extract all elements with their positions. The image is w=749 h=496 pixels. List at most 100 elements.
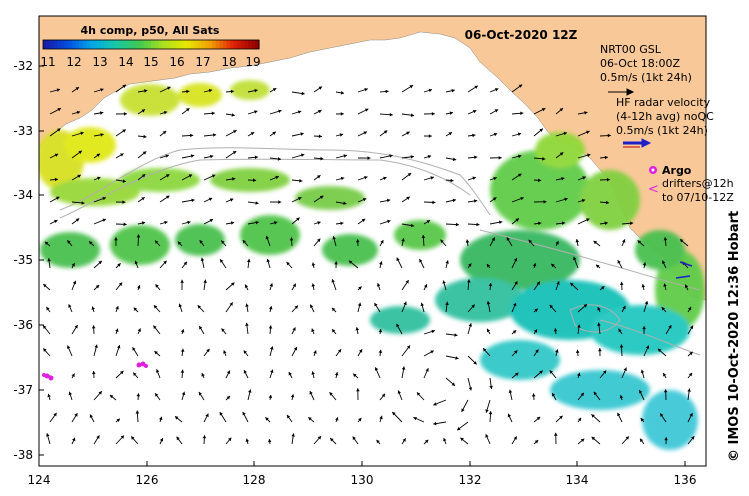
velocity-arrow-head <box>155 393 159 397</box>
velocity-arrow-head <box>91 325 96 329</box>
x-tick-label: 130 <box>351 473 374 487</box>
velocity-arrow-head <box>561 221 566 225</box>
colorbar-label: 12 <box>66 55 81 69</box>
velocity-arrow-head <box>396 323 400 328</box>
velocity-arrow-head <box>298 197 302 201</box>
velocity-arrow-head <box>95 285 100 289</box>
velocity-arrow-head <box>452 198 456 203</box>
colorbar-swatches <box>43 40 260 49</box>
velocity-arrow-head <box>74 325 78 329</box>
velocity-arrow-head <box>353 373 357 378</box>
velocity-arrow-head <box>230 89 234 94</box>
velocity-arrow-head <box>208 197 213 201</box>
velocity-arrow-head <box>359 349 363 353</box>
velocity-arrow-head <box>486 301 491 305</box>
velocity-arrow-head <box>410 223 415 228</box>
velocity-arrow-head <box>622 239 626 243</box>
velocity-arrow-head <box>190 154 195 158</box>
velocity-arrow-head <box>165 154 169 158</box>
velocity-arrow-head <box>164 220 168 225</box>
velocity-arrow-head <box>180 329 185 333</box>
velocity-arrow-head <box>187 220 191 225</box>
velocity-arrow-head <box>468 323 472 327</box>
velocity-arrow-head <box>71 263 75 267</box>
velocity-arrow-head <box>320 156 324 161</box>
velocity-arrow-head <box>178 303 182 308</box>
colorbar-swatch <box>237 40 242 49</box>
velocity-arrow-head <box>680 239 684 243</box>
velocity-arrow-head <box>317 175 321 179</box>
velocity-arrow-head <box>292 327 296 331</box>
velocity-arrow-head <box>660 413 664 417</box>
velocity-arrow-head <box>688 372 693 377</box>
velocity-arrow-head <box>329 392 333 396</box>
velocity-arrow-head <box>123 222 127 227</box>
velocity-arrow-head <box>188 174 193 178</box>
velocity-arrow-head <box>564 197 568 202</box>
velocity-arrow-head <box>619 395 624 399</box>
velocity-arrow-head <box>473 361 477 365</box>
velocity-arrow-head <box>554 432 558 436</box>
velocity-arrow-head <box>299 179 303 183</box>
legend-gsl-line2: 06-Oct 18:00Z <box>600 57 680 70</box>
velocity-arrow-head <box>543 200 547 204</box>
velocity-arrow-head <box>300 132 304 136</box>
velocity-arrow-head <box>640 369 645 373</box>
velocity-arrow-head <box>120 435 124 439</box>
velocity-arrow-head <box>136 393 141 397</box>
velocity-arrow-head <box>541 108 546 112</box>
legend-drifters-line1: drifters@12h <box>662 177 734 190</box>
velocity-arrow-head <box>231 282 235 286</box>
velocity-arrow-head <box>211 174 216 178</box>
velocity-arrow-head <box>269 306 273 310</box>
velocity-arrow-head <box>286 262 290 266</box>
colorbar-swatch <box>115 40 120 49</box>
velocity-arrow-head <box>232 151 237 155</box>
velocity-arrow-head <box>491 237 495 241</box>
velocity-arrow-head <box>586 130 590 134</box>
colorbar-swatch <box>226 40 231 49</box>
velocity-arrow-head <box>80 131 84 136</box>
velocity-arrow-head <box>72 280 77 285</box>
velocity-arrow-head <box>376 439 380 444</box>
legend: NRT00 GSL 06-Oct 18:00Z 0.5m/s (1kt 24h)… <box>600 43 734 204</box>
velocity-arrow-head <box>580 438 585 442</box>
velocity-arrow-head <box>131 436 135 440</box>
velocity-arrow-head <box>180 279 184 283</box>
hf-radar-arrows <box>675 261 693 279</box>
velocity-arrow-head <box>343 154 347 158</box>
legend-hf-line1: HF radar velocity <box>616 96 711 109</box>
colorbar-swatch <box>68 40 73 49</box>
velocity-arrow-head <box>318 86 322 90</box>
velocity-arrow-head <box>154 351 158 355</box>
velocity-arrow-head <box>102 218 106 222</box>
legend-hf-line3: 0.5m/s (1kt 24h) <box>616 124 708 137</box>
velocity-arrow-head <box>476 222 480 227</box>
y-tick-label: -38 <box>13 448 33 462</box>
velocity-arrow-head <box>117 263 121 267</box>
velocity-arrow-head <box>232 177 236 181</box>
velocity-arrow-head <box>254 155 258 160</box>
velocity-arrow-head <box>427 155 432 159</box>
velocity-arrow-head <box>318 134 322 139</box>
velocity-arrow-head <box>268 394 273 399</box>
velocity-arrow-head <box>591 436 596 441</box>
velocity-arrow-head <box>43 348 47 352</box>
velocity-arrow-head <box>98 391 102 395</box>
velocity-arrow-head <box>294 305 298 309</box>
velocity-arrow-head <box>181 391 186 396</box>
velocity-arrow-head <box>474 85 478 89</box>
velocity-arrow-head <box>406 131 410 135</box>
velocity-arrow-head <box>208 88 213 93</box>
colorbar-swatch <box>194 40 199 49</box>
colorbar-label: 13 <box>92 55 107 69</box>
velocity-arrow-head <box>183 261 187 266</box>
velocity-arrow-head <box>591 414 595 418</box>
velocity-arrow-head <box>597 307 601 311</box>
velocity-arrow-head <box>313 350 317 354</box>
velocity-arrow-head <box>644 301 649 305</box>
velocity-arrow-head <box>221 328 225 332</box>
velocity-arrow-head <box>488 283 493 287</box>
velocity-arrow-head <box>311 328 315 332</box>
colorbar-swatch <box>79 40 84 49</box>
